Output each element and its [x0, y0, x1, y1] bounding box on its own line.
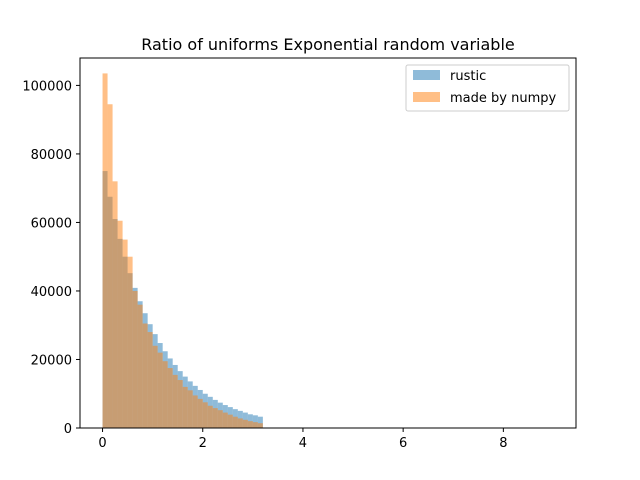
legend-label-rustic: rustic	[450, 69, 486, 84]
bar-made-by-numpy-31	[257, 423, 263, 428]
bar-rustic-29	[247, 414, 253, 428]
bar-made-by-numpy-12	[162, 361, 168, 428]
bar-made-by-numpy-25	[227, 414, 233, 428]
bar-made-by-numpy-2	[112, 181, 118, 428]
bar-made-by-numpy-5	[127, 256, 133, 428]
bar-rustic-30	[252, 415, 258, 428]
bar-rustic-31	[257, 416, 263, 428]
bar-made-by-numpy-3	[117, 220, 123, 428]
bar-made-by-numpy-11	[157, 352, 163, 428]
bar-made-by-numpy-10	[152, 345, 158, 428]
y-tick-label: 100000	[22, 79, 72, 94]
bar-made-by-numpy-18	[192, 395, 198, 428]
x-tick-label: 0	[98, 436, 106, 451]
histogram-bars	[102, 73, 263, 429]
y-tick-label: 60000	[31, 216, 72, 231]
y-tick-label: 0	[64, 422, 72, 437]
bar-made-by-numpy-16	[182, 386, 188, 428]
bar-made-by-numpy-14	[172, 374, 178, 428]
x-tick-label: 8	[499, 436, 507, 451]
bar-made-by-numpy-1	[107, 104, 113, 428]
bar-made-by-numpy-28	[242, 419, 248, 428]
bar-made-by-numpy-6	[132, 290, 138, 428]
bar-made-by-numpy-4	[122, 239, 128, 428]
bar-made-by-numpy-27	[237, 418, 243, 428]
bar-made-by-numpy-0	[102, 73, 108, 429]
bar-made-by-numpy-23	[217, 410, 223, 428]
bar-made-by-numpy-21	[207, 405, 213, 428]
bar-made-by-numpy-9	[147, 332, 153, 428]
bar-made-by-numpy-19	[197, 398, 203, 428]
chart-title: Ratio of uniforms Exponential random var…	[141, 35, 515, 54]
legend: rustic made by numpy	[405, 64, 570, 112]
x-axis: 0 2 4 6 8	[98, 428, 507, 451]
bar-made-by-numpy-29	[247, 421, 253, 428]
y-tick-label: 80000	[31, 148, 72, 163]
y-axis: 0 20000 40000 60000 80000 100000	[22, 79, 80, 437]
axes-frame	[79, 57, 577, 429]
x-tick-label: 2	[199, 436, 207, 451]
bar-made-by-numpy-20	[202, 402, 208, 428]
y-tick-label: 40000	[31, 285, 72, 300]
bar-made-by-numpy-22	[212, 408, 218, 428]
x-tick-label: 6	[399, 436, 407, 451]
legend-label-made-by-numpy: made by numpy	[450, 91, 556, 106]
bar-made-by-numpy-15	[177, 380, 183, 428]
x-tick-label: 4	[299, 436, 307, 451]
bar-made-by-numpy-13	[167, 368, 173, 428]
bar-made-by-numpy-24	[222, 412, 228, 428]
bar-made-by-numpy-26	[232, 416, 238, 428]
legend-frame	[405, 64, 570, 112]
y-tick-label: 20000	[31, 353, 72, 368]
legend-swatch-rustic	[413, 70, 440, 80]
bar-made-by-numpy-7	[137, 304, 143, 428]
bar-made-by-numpy-30	[252, 422, 258, 428]
bar-made-by-numpy-8	[142, 323, 148, 428]
legend-swatch-made-by-numpy	[413, 92, 440, 102]
bar-made-by-numpy-17	[187, 390, 193, 428]
